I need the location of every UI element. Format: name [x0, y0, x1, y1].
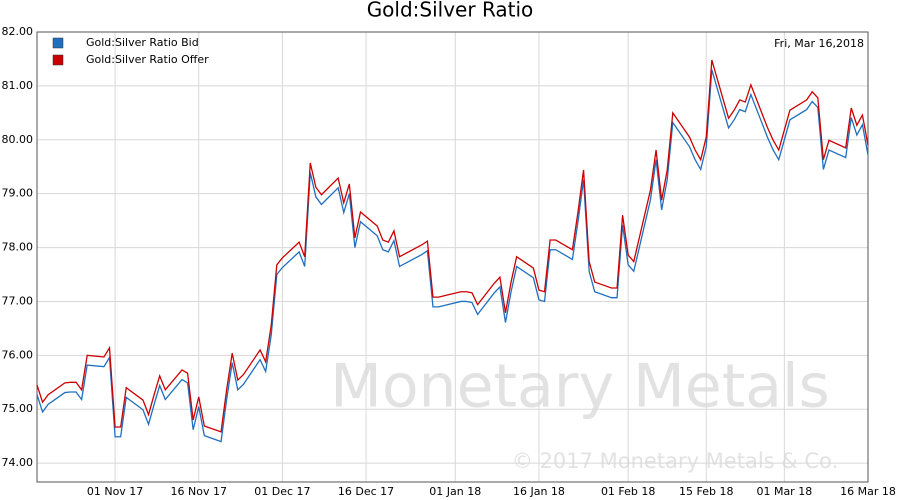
date-annotation: Fri, Mar 16,2018: [774, 37, 864, 50]
legend-label: Gold:Silver Ratio Offer: [86, 53, 209, 66]
y-tick-label: 74.00: [2, 456, 34, 469]
copyright: © 2017 Monetary Metals & Co.: [512, 449, 838, 473]
series-line: [36, 59, 869, 433]
y-tick-label: 80.00: [2, 133, 34, 146]
y-tick-label: 75.00: [2, 402, 34, 415]
x-tick-label: 01 Jan 18: [429, 485, 481, 498]
watermark: Monetary Metals: [330, 352, 830, 422]
y-tick-label: 82.00: [2, 25, 34, 38]
legend-swatch: [52, 37, 64, 49]
legend-swatch: [52, 54, 64, 66]
legend-label: Gold:Silver Ratio Bid: [86, 36, 199, 49]
x-tick-label: 16 Jan 18: [513, 485, 565, 498]
y-tick-label: 77.00: [2, 294, 34, 307]
x-tick-label: 01 Dec 17: [254, 485, 310, 498]
x-tick-label: 16 Mar 18: [840, 485, 896, 498]
y-tick-label: 76.00: [2, 348, 34, 361]
chart-title: Gold:Silver Ratio: [367, 0, 534, 22]
y-tick-label: 78.00: [2, 241, 34, 254]
plot-frame: [36, 31, 869, 483]
x-tick-label: 01 Nov 17: [87, 485, 143, 498]
y-tick-label: 79.00: [2, 187, 34, 200]
series-line: [36, 69, 869, 443]
x-tick-label: 01 Feb 18: [601, 485, 655, 498]
x-tick-label: 15 Feb 18: [679, 485, 733, 498]
y-tick-label: 81.00: [2, 79, 34, 92]
x-tick-label: 16 Dec 17: [338, 485, 394, 498]
x-tick-label: 16 Nov 17: [171, 485, 227, 498]
x-tick-label: 01 Mar 18: [756, 485, 812, 498]
